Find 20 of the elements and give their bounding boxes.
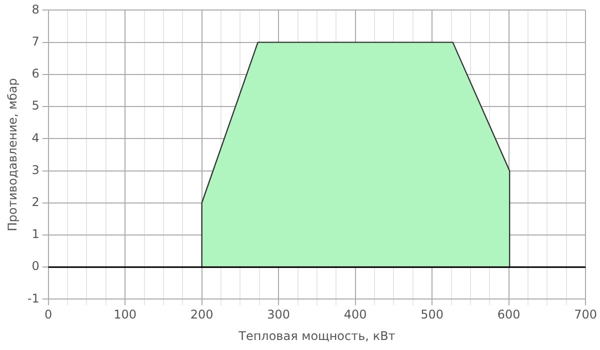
y-tick-label: -1	[27, 291, 40, 306]
x-tick-label: 700	[574, 308, 597, 322]
x-tick-label: 600	[497, 308, 520, 322]
y-axis-title: Противодавление, мбар	[5, 78, 20, 232]
y-tick-label: 0	[32, 259, 40, 274]
y-tick-label: 8	[32, 2, 40, 16]
y-tick-label: 2	[32, 194, 40, 209]
y-tick-label: 3	[32, 162, 40, 177]
x-tick-label: 300	[267, 308, 290, 322]
y-tick-label: 5	[32, 98, 40, 113]
y-tick-label: 4	[32, 130, 40, 145]
x-tick-label: 0	[44, 308, 52, 322]
x-tick-label: 500	[420, 308, 444, 322]
x-tick-label: 400	[344, 308, 367, 322]
y-tick-label: 1	[32, 227, 40, 242]
x-tick-label: 200	[190, 308, 214, 322]
y-tick-label: 6	[32, 66, 40, 81]
y-tick-label: 7	[32, 34, 40, 48]
x-tick-label: 100	[114, 308, 137, 322]
x-axis-title: Тепловая мощность, кВт	[238, 328, 396, 343]
